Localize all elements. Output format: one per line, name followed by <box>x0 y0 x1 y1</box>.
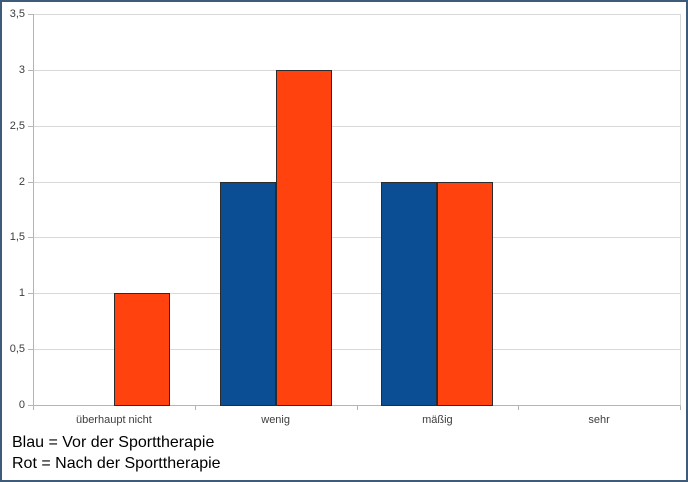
bar-rot-2 <box>437 181 494 406</box>
x-axis-tick <box>194 406 196 410</box>
x-axis-tick <box>33 406 34 410</box>
bar-rot-1 <box>275 69 332 406</box>
y-axis-tick <box>28 14 33 15</box>
y-axis-tick <box>28 69 33 71</box>
y-axis-tick <box>28 237 33 239</box>
y-axis-label: 3,5 <box>9 8 25 20</box>
y-axis-tick <box>28 125 33 127</box>
y-axis-label: 1,5 <box>9 231 25 244</box>
gridline <box>34 293 680 295</box>
legend-line-red: Rot = Nach der Sporttherapie <box>12 455 221 472</box>
x-axis-label: überhaupt nicht <box>75 414 152 426</box>
y-axis-label: 2 <box>18 175 25 188</box>
y-axis-label: 0 <box>18 399 25 411</box>
bar-blau-1 <box>219 181 276 406</box>
x-axis-tick <box>680 406 681 410</box>
bar-rot-0 <box>113 293 170 406</box>
gridline <box>34 14 680 15</box>
y-axis-tick <box>28 293 33 295</box>
x-axis-label: mäßig <box>422 414 453 426</box>
gridline <box>34 69 680 71</box>
x-axis-label: wenig <box>261 414 290 426</box>
x-axis-tick <box>518 406 520 410</box>
legend: Blau = Vor der Sporttherapie Rot = Nach … <box>12 432 221 474</box>
y-axis-label: 1 <box>18 287 25 300</box>
gridline <box>34 349 680 351</box>
y-axis-tick <box>28 181 33 183</box>
y-axis-label: 2,5 <box>9 119 25 132</box>
x-axis-tick <box>356 406 358 410</box>
gridline <box>34 125 680 127</box>
y-axis-label: 0,5 <box>9 343 25 356</box>
x-axis-label: sehr <box>588 414 610 426</box>
y-axis-label: 3 <box>18 63 25 76</box>
plot-area <box>33 14 681 406</box>
gridline <box>34 181 680 183</box>
bar-blau-2 <box>381 181 438 406</box>
y-axis-tick <box>28 405 33 406</box>
gridline <box>34 237 680 239</box>
y-axis-tick <box>28 349 33 351</box>
legend-line-blue: Blau = Vor der Sporttherapie <box>12 434 215 451</box>
